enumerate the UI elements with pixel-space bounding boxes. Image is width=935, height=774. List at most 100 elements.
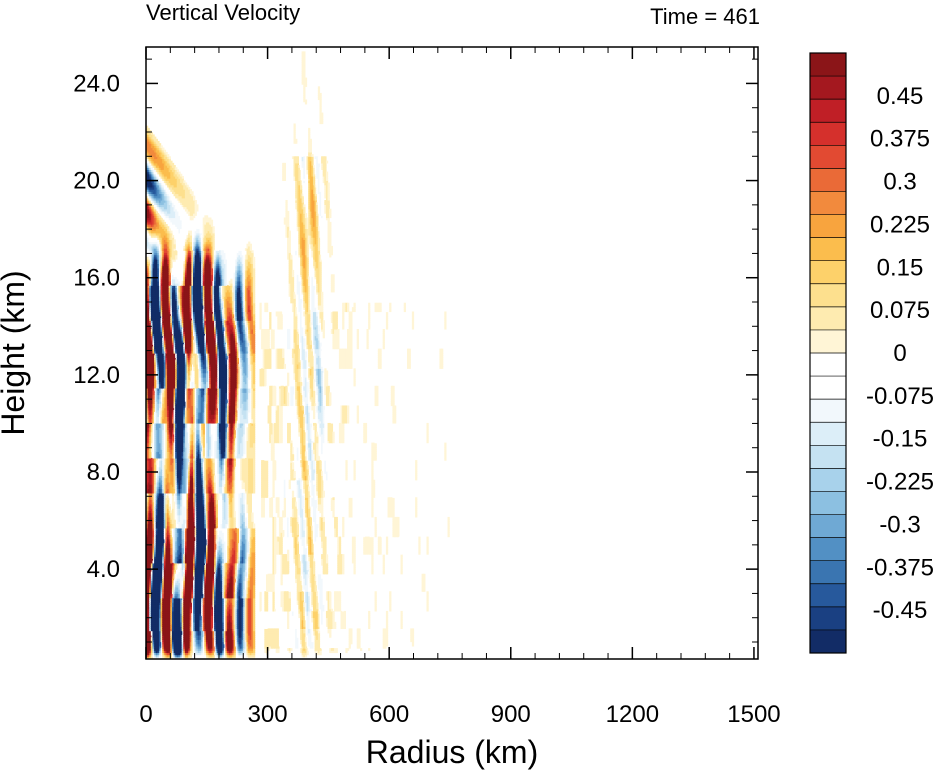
field-cell: [149, 392, 152, 396]
field-cell: [147, 398, 150, 402]
field-cell: [150, 333, 154, 337]
field-cell: [147, 143, 150, 146]
field-cell: [146, 186, 149, 190]
field-cell: [149, 606, 152, 610]
field-cell: [146, 280, 149, 284]
field-cell: [147, 110, 150, 114]
field-cell: [147, 444, 150, 448]
field-cell: [146, 241, 149, 245]
field-cell: [152, 140, 155, 144]
field-cell: [147, 412, 150, 415]
field-cell: [150, 412, 154, 415]
field-cell: [150, 433, 154, 437]
field-cell: [146, 309, 149, 313]
field-cell: [152, 342, 155, 345]
field-cell: [146, 213, 149, 216]
field-cell: [150, 160, 154, 164]
field-cell: [152, 162, 155, 166]
field-cell: [149, 551, 152, 555]
field-cell: [147, 217, 150, 221]
field-cell: [152, 350, 155, 354]
field-cell: [147, 335, 150, 339]
field-cell: [149, 584, 152, 588]
field-cell: [150, 479, 154, 483]
field-cell: [149, 110, 152, 114]
field-cell: [146, 473, 149, 476]
field-cell: [147, 436, 150, 439]
field-cell: [152, 204, 155, 208]
field-cell: [150, 287, 154, 291]
field-cell: [147, 147, 150, 151]
field-cell: [152, 468, 155, 472]
field-cell: [146, 136, 149, 140]
field-cell: [150, 167, 154, 170]
field-cell: [178, 206, 181, 210]
field-cell: [147, 154, 150, 157]
field-cell: [152, 615, 155, 619]
field-cell: [150, 379, 154, 383]
field-cell: [149, 274, 152, 278]
field-cell: [147, 241, 150, 245]
field-cell: [152, 597, 155, 601]
field-cell: [150, 383, 154, 387]
field-cell: [146, 250, 149, 254]
field-cell: [152, 195, 155, 199]
field-cell: [150, 202, 154, 205]
field-cell: [152, 274, 155, 278]
field-cell: [147, 580, 150, 584]
field-cell: [147, 250, 150, 254]
field-cell: [150, 175, 154, 179]
field-cell: [147, 180, 150, 184]
field-cell: [146, 342, 149, 345]
field-cell: [146, 374, 149, 378]
field-cell: [147, 490, 150, 494]
field-cell: [146, 525, 149, 529]
field-cell: [149, 296, 152, 299]
field-cell: [149, 197, 152, 201]
field-cell: [146, 333, 149, 337]
field-cell: [149, 149, 152, 153]
field-cell: [146, 140, 149, 144]
field-cell: [152, 121, 155, 125]
field-cell: [147, 582, 150, 586]
field-cell: [146, 204, 149, 208]
field-cell: [150, 599, 154, 603]
field-cell: [147, 610, 150, 614]
field-cell: [152, 396, 155, 400]
field-cell: [152, 119, 155, 122]
field-cell: [152, 602, 155, 605]
field-cell: [152, 291, 155, 295]
field-cell: [147, 226, 150, 230]
field-cell: [147, 130, 150, 133]
field-cell: [149, 481, 152, 485]
field-cell: [147, 296, 150, 299]
field-cell: [146, 197, 149, 201]
field-cell: [149, 103, 152, 107]
field-cell: [154, 652, 157, 656]
field-cell: [146, 318, 149, 321]
field-cell: [152, 591, 155, 595]
field-cell: [146, 326, 149, 330]
field-cell: [150, 191, 154, 195]
field-cell: [146, 648, 149, 651]
field-cell: [146, 595, 149, 599]
field-cell: [152, 160, 155, 164]
field-cell: [152, 565, 155, 568]
field-cell: [152, 512, 155, 516]
field-cell: [146, 293, 149, 297]
field-cell: [150, 147, 154, 151]
chart-title: Vertical Velocity: [146, 0, 300, 25]
field-cell: [147, 556, 150, 560]
field-cell: [152, 521, 155, 525]
field-cell: [152, 438, 155, 442]
field-cell: [147, 597, 150, 601]
field-cell: [146, 422, 149, 426]
field-cell: [149, 132, 152, 136]
field-cell: [147, 309, 150, 313]
field-cell: [149, 497, 152, 501]
field-cell: [152, 202, 155, 205]
field-cell: [150, 617, 154, 621]
field-cell: [146, 420, 149, 424]
field-cell: [149, 200, 152, 203]
